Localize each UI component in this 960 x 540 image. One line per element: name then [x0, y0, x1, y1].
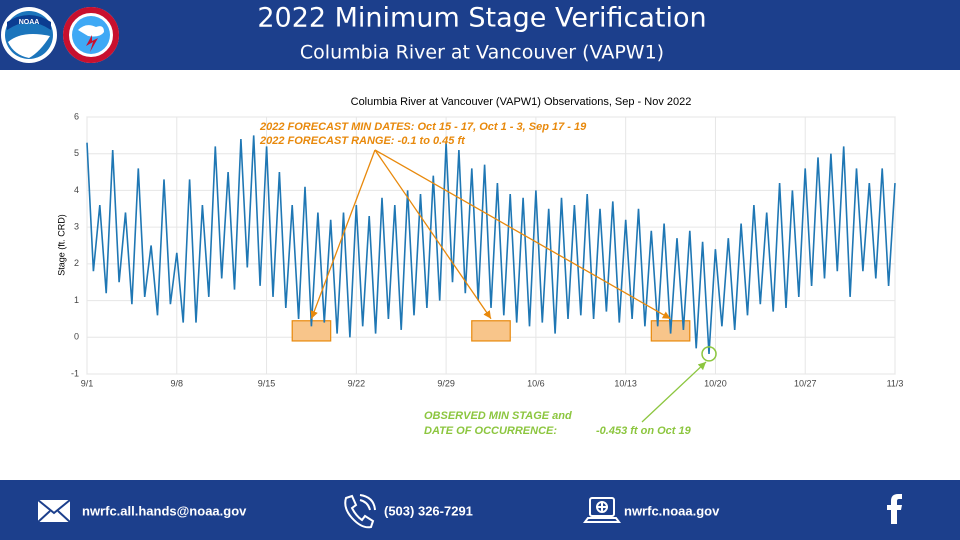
x-tick-label: 11/3 [887, 378, 904, 388]
noaa-logo: NOAA [1, 7, 57, 63]
x-tick-label: 9/29 [437, 378, 455, 388]
slide-subtitle: Columbia River at Vancouver (VAPW1) [300, 42, 664, 64]
chart: Columbia River at Vancouver (VAPW1) Obse… [56, 96, 903, 437]
header-band [0, 0, 960, 70]
annotation-arrow [310, 149, 376, 319]
x-tick-label: 9/22 [348, 378, 366, 388]
x-tick-label: 10/27 [794, 378, 817, 388]
footer-email: nwrfc.all.hands@noaa.gov [82, 503, 247, 518]
x-tick-label: 10/6 [527, 378, 545, 388]
annotation: -0.453 ft on Oct 19 [596, 425, 692, 437]
annotation: 2022 FORECAST RANGE: -0.1 to 0.45 ft [259, 135, 466, 147]
web-icon [583, 497, 621, 523]
chart-title: Columbia River at Vancouver (VAPW1) Obse… [351, 96, 692, 108]
x-tick-label: 9/1 [81, 378, 94, 388]
observed-min-marker [701, 346, 717, 362]
email-icon [37, 499, 71, 523]
x-tick-label: 9/8 [171, 378, 184, 388]
annotation: OBSERVED MIN STAGE and [424, 410, 572, 422]
y-tick-label: -1 [71, 368, 79, 378]
x-tick-label: 10/20 [704, 378, 727, 388]
y-tick-label: 4 [74, 185, 79, 195]
forecast-box [471, 320, 511, 342]
nws-logo [63, 7, 119, 63]
annotation-arrow [374, 149, 492, 320]
annotation-arrow [374, 149, 671, 320]
annotation: DATE OF OCCURRENCE: [424, 425, 557, 437]
footer-band [0, 480, 960, 540]
annotation-arrow [641, 361, 707, 423]
svg-text:NOAA: NOAA [19, 19, 40, 26]
y-tick-label: 6 [74, 111, 79, 121]
slide-title: 2022 Minimum Stage Verification [257, 3, 706, 34]
stage-line [86, 135, 896, 354]
y-tick-label: 5 [74, 148, 79, 158]
y-tick-label: 1 [74, 295, 79, 305]
phone-icon [344, 494, 376, 529]
facebook-icon [887, 494, 902, 524]
x-tick-label: 10/13 [614, 378, 637, 388]
footer-web: nwrfc.noaa.gov [624, 503, 720, 518]
y-tick-label: 0 [74, 332, 79, 342]
annotation: 2022 FORECAST MIN DATES: Oct 15 - 17, Oc… [259, 121, 587, 133]
footer-phone: (503) 326-7291 [384, 503, 473, 518]
y-tick-label: 3 [74, 222, 79, 232]
x-tick-label: 9/15 [258, 378, 276, 388]
y-axis-label: Stage (ft. CRD) [56, 214, 66, 276]
y-tick-label: 2 [74, 258, 79, 268]
